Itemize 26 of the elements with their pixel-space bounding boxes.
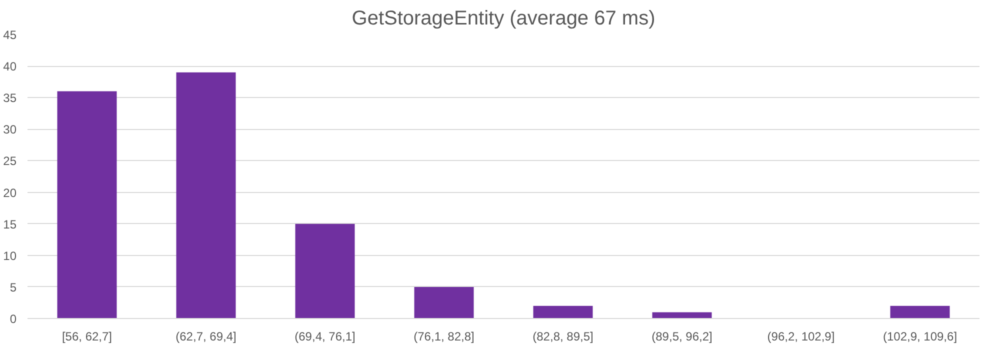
x-tick-label: (62,7, 69,4] — [176, 330, 236, 344]
x-tick-label: (82,8, 89,5] — [532, 330, 594, 344]
x-tick-label: [56, 62,7] — [62, 330, 112, 344]
x-tick-label: (69,4, 76,1] — [294, 330, 356, 344]
bar — [533, 306, 593, 318]
y-tick-label: 5 — [10, 280, 17, 294]
x-tick-label: (89,5, 96,2] — [652, 330, 712, 344]
y-tick-label: 0 — [10, 312, 17, 326]
x-tick-label: (102,9, 109,6] — [882, 330, 958, 344]
y-tick-label: 15 — [3, 217, 17, 232]
bar — [295, 224, 355, 318]
y-tick-label: 40 — [3, 60, 17, 74]
x-tick-label: (76,1, 82,8] — [414, 330, 474, 344]
y-tick-label: 45 — [3, 28, 17, 42]
x-tick-label: (96,2, 102,9] — [767, 330, 835, 344]
bar — [890, 306, 950, 318]
y-tick-label: 25 — [3, 154, 17, 168]
chart-title: GetStorageEntity (average 67 ms) — [352, 8, 656, 30]
y-tick-label: 35 — [3, 91, 17, 106]
bar — [652, 312, 712, 318]
y-tick-label: 30 — [3, 122, 17, 137]
bar — [176, 72, 236, 318]
y-tick-label: 10 — [3, 248, 17, 263]
bar — [414, 286, 474, 318]
bar — [57, 91, 117, 318]
y-tick-label: 20 — [3, 186, 17, 200]
